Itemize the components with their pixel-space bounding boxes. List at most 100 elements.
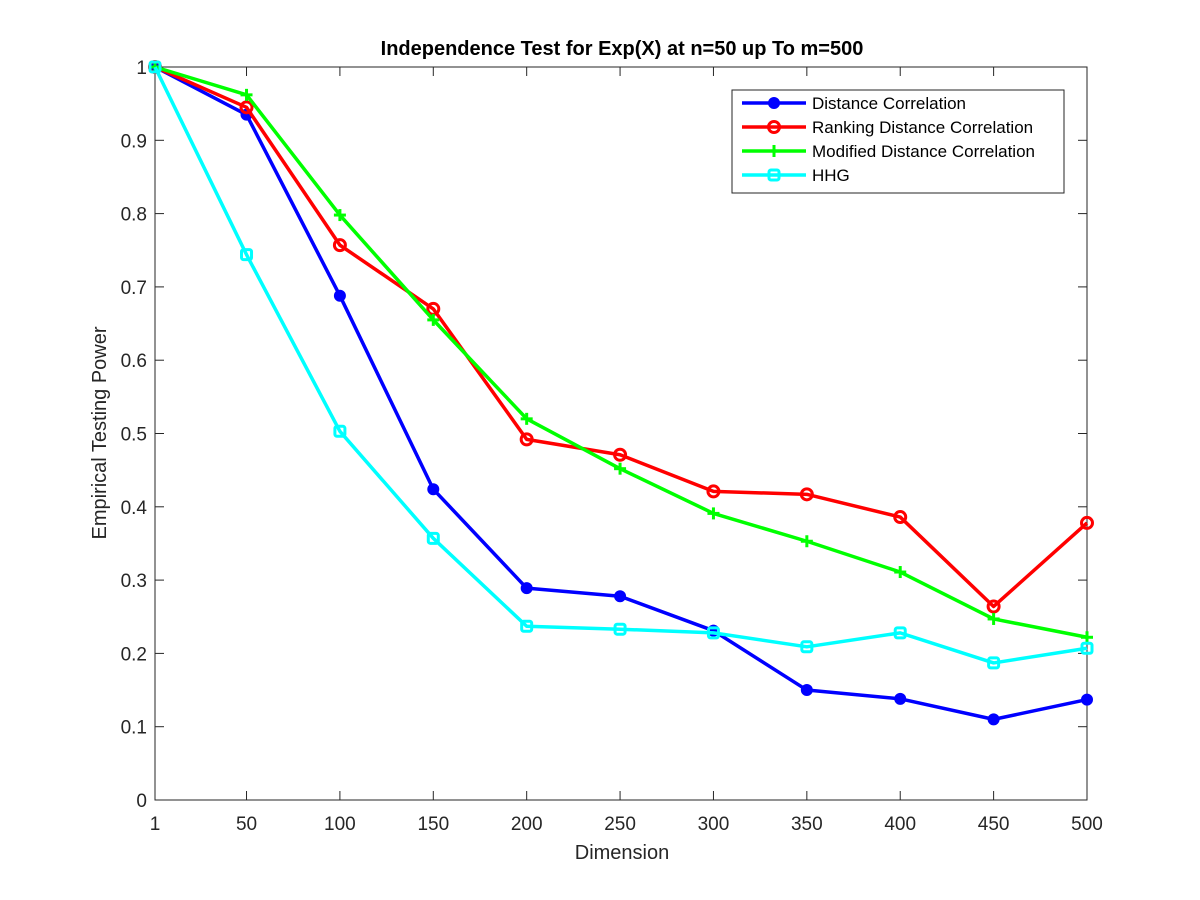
marker-square [148, 60, 162, 74]
data-point-hhg [893, 626, 907, 640]
data-point-ranking-distance-correlation [986, 599, 1001, 614]
x-tick-label: 1 [150, 814, 161, 835]
marker-dot [333, 289, 346, 302]
marker-square [520, 619, 534, 633]
marker-ring [1080, 515, 1094, 530]
legend-label: HHG [812, 166, 850, 185]
marker-square [767, 168, 781, 182]
series-hhg [148, 60, 1094, 670]
chart-title: Independence Test for Exp(X) at n=50 up … [381, 38, 864, 60]
marker-dot [614, 590, 627, 603]
series-line-ranking-distance-correlation [154, 65, 1089, 609]
y-tick-label: 0.6 [121, 351, 147, 372]
y-tick-label: 0.2 [121, 644, 147, 665]
data-point-ranking-distance-correlation [519, 432, 534, 447]
marker-square [800, 640, 814, 654]
marker-dot [520, 582, 533, 595]
x-axis-label: Dimension [575, 842, 669, 864]
marker-ring [332, 238, 347, 253]
marker-square [987, 656, 1001, 670]
data-point-ranking-distance-correlation [706, 484, 721, 499]
series-lines [148, 60, 1094, 726]
series-modified-distance-correlation [149, 61, 1093, 644]
marker-dot [768, 97, 780, 109]
data-point-modified-distance-correlation [240, 88, 253, 101]
legend-entry-ranking-distance-correlation: Ranking Distance Correlation [742, 118, 1033, 137]
legend-entry-hhg: HHG [742, 166, 850, 185]
data-point-modified-distance-correlation [987, 612, 1000, 625]
marker-ring [986, 599, 1001, 614]
x-tick-label: 300 [698, 814, 730, 835]
marker-ring [706, 484, 721, 499]
x-tick-label: 200 [511, 814, 543, 835]
legend-label: Distance Correlation [812, 94, 966, 113]
x-tick-label: 250 [604, 814, 636, 835]
marker-ring [613, 447, 628, 462]
x-tick-label: 100 [324, 814, 356, 835]
marker-ring [239, 100, 254, 115]
data-point-modified-distance-correlation [800, 535, 813, 548]
marker-ring [799, 487, 814, 502]
data-point-modified-distance-correlation [707, 507, 720, 520]
marker-dot [894, 692, 907, 705]
data-point-distance-correlation [333, 289, 346, 302]
x-tick-label: 450 [978, 814, 1010, 835]
marker-square [426, 531, 440, 545]
data-point-hhg [240, 248, 254, 262]
marker-ring [519, 432, 534, 447]
legend: Distance Correlation Ranking Distance Cor… [731, 89, 1065, 194]
y-tick-label: 0.1 [121, 718, 147, 739]
data-point-hhg [987, 656, 1001, 670]
marker-dot [987, 713, 1000, 726]
x-tick-label: 50 [236, 814, 257, 835]
series-line-hhg [153, 66, 1088, 665]
data-point-ranking-distance-correlation [799, 487, 814, 502]
x-tick-label: 400 [884, 814, 916, 835]
legend-marker [767, 168, 781, 182]
data-point-distance-correlation [614, 590, 627, 603]
series-ranking-distance-correlation [148, 60, 1094, 614]
data-point-hhg [333, 424, 347, 438]
x-tick-label: 500 [1071, 814, 1103, 835]
marker-square [893, 626, 907, 640]
data-point-ranking-distance-correlation [893, 510, 908, 525]
data-point-ranking-distance-correlation [1080, 515, 1094, 530]
y-tick-label: 1 [136, 58, 147, 79]
y-tick-label: 0.8 [121, 205, 147, 226]
data-point-hhg [706, 626, 720, 640]
data-point-modified-distance-correlation [614, 462, 627, 475]
data-point-modified-distance-correlation [427, 313, 440, 326]
data-point-ranking-distance-correlation [332, 238, 347, 253]
marker-square [240, 248, 254, 262]
data-point-distance-correlation [894, 692, 907, 705]
y-tick-label: 0.5 [121, 425, 147, 446]
marker-square [706, 626, 720, 640]
legend-label: Modified Distance Correlation [812, 142, 1035, 161]
marker-ring [893, 510, 908, 525]
data-point-hhg [800, 640, 814, 654]
y-tick-label: 0.4 [121, 498, 148, 519]
legend-label: Ranking Distance Correlation [812, 118, 1033, 137]
y-tick-label: 0.9 [121, 131, 147, 152]
data-point-hhg [148, 60, 162, 74]
legend-entry-modified-distance-correlation: Modified Distance Correlation [742, 142, 1035, 161]
legend-marker [768, 97, 780, 109]
legend-entry-distance-correlation: Distance Correlation [742, 94, 966, 113]
y-tick-label: 0.3 [121, 571, 147, 592]
data-point-hhg [520, 619, 534, 633]
marker-ring [767, 120, 781, 134]
marker-square [1080, 641, 1094, 655]
data-point-hhg [613, 622, 627, 636]
legend-marker [767, 120, 781, 134]
data-point-distance-correlation [520, 582, 533, 595]
y-tick-label: 0 [136, 791, 147, 812]
y-tick-label: 0.7 [121, 278, 147, 299]
data-point-hhg [1080, 641, 1094, 655]
data-point-modified-distance-correlation [894, 566, 907, 579]
data-point-hhg [426, 531, 440, 545]
data-point-distance-correlation [1081, 693, 1093, 706]
marker-dot [800, 684, 813, 697]
data-point-ranking-distance-correlation [239, 100, 254, 115]
data-point-distance-correlation [800, 684, 813, 697]
